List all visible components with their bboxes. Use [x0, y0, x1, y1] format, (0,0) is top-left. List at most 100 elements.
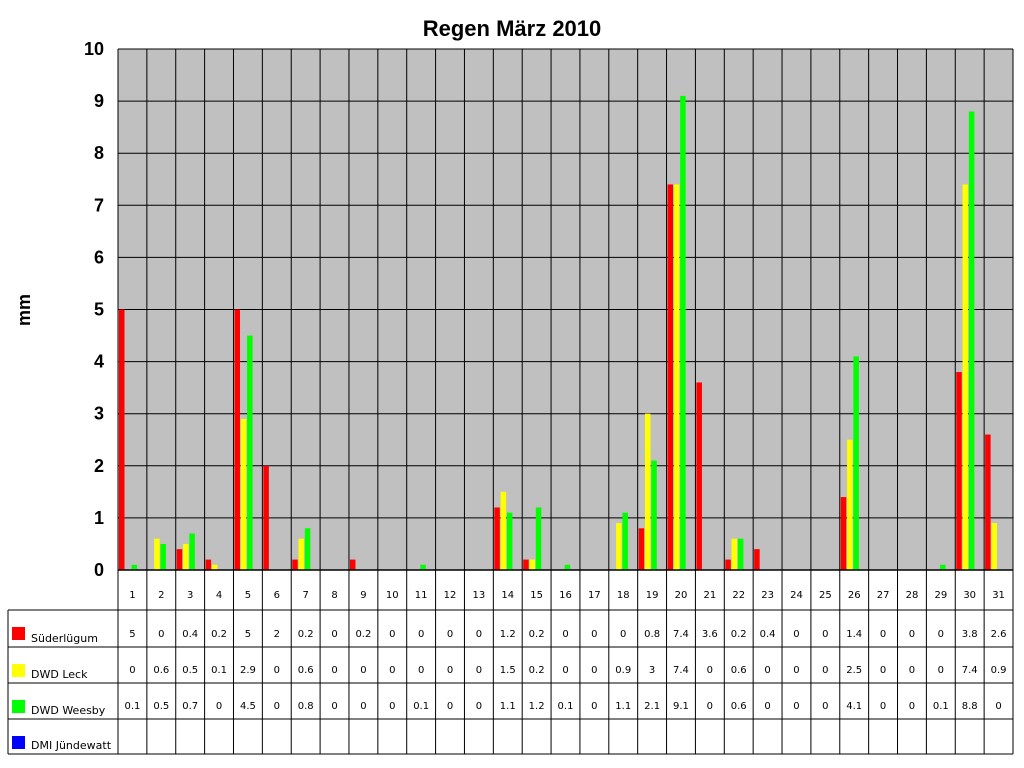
- legend-label: DWD Weesby: [31, 704, 106, 717]
- bar-s-derl-gum: [205, 559, 212, 570]
- bar-dwd-leck: [529, 559, 535, 570]
- table-cell: 7.4: [673, 629, 689, 640]
- table-cell: 0: [389, 701, 395, 712]
- bar-dwd-leck: [847, 439, 853, 570]
- bar-dwd-weesby: [189, 533, 195, 570]
- x-tick-label: 4: [216, 590, 222, 601]
- table-cell: 0: [389, 665, 395, 676]
- table-cell: 3: [649, 665, 655, 676]
- table-cell: 3.8: [962, 629, 978, 640]
- table-cell: 0: [707, 701, 713, 712]
- x-tick-label: 8: [331, 590, 337, 601]
- table-cell: 0.6: [298, 665, 314, 676]
- x-tick-label: 27: [877, 590, 890, 601]
- table-cell: 0.6: [731, 665, 747, 676]
- x-tick-label: 19: [646, 590, 659, 601]
- x-tick-label: 12: [444, 590, 457, 601]
- y-tick-label: 6: [94, 247, 104, 267]
- table-cell: 0: [909, 701, 915, 712]
- x-tick-label: 14: [501, 590, 514, 601]
- table-cell: 0.6: [153, 665, 169, 676]
- bar-s-derl-gum: [696, 382, 702, 570]
- table-cell: 0: [764, 665, 770, 676]
- y-tick-label: 4: [94, 352, 104, 372]
- table-cell: 3.6: [702, 629, 718, 640]
- x-tick-label: 31: [992, 590, 1005, 601]
- table-cell: 0: [591, 665, 597, 676]
- legend-swatch: [12, 664, 25, 677]
- bar-s-derl-gum: [754, 549, 760, 570]
- bar-dwd-weesby: [564, 564, 571, 570]
- x-tick-label: 18: [617, 590, 630, 601]
- y-axis-label: mm: [14, 294, 34, 326]
- x-tick-label: 6: [274, 590, 280, 601]
- table-cell: 1.1: [500, 701, 516, 712]
- table-cell: 2: [274, 629, 280, 640]
- x-tick-label: 2: [158, 590, 164, 601]
- table-cell: 0: [476, 701, 482, 712]
- table-cell: 0.2: [211, 629, 227, 640]
- bar-s-derl-gum: [667, 184, 674, 570]
- table-cell: 0.7: [182, 701, 198, 712]
- y-tick-label: 9: [94, 91, 104, 111]
- table-cell: 0: [938, 629, 944, 640]
- table-cell: 0: [562, 665, 568, 676]
- table-cell: 0: [591, 629, 597, 640]
- table-cell: 0.4: [760, 629, 776, 640]
- table-cell: 1.2: [500, 629, 516, 640]
- table-cell: 0: [822, 629, 828, 640]
- bar-dwd-weesby: [737, 538, 744, 570]
- table-cell: 0: [360, 665, 366, 676]
- table-cell: 0.2: [731, 629, 747, 640]
- y-tick-label: 10: [84, 39, 104, 59]
- table-cell: 0: [822, 701, 828, 712]
- table-cell: 0: [995, 701, 1001, 712]
- bar-dwd-leck: [183, 543, 189, 570]
- legend-swatch: [12, 700, 25, 713]
- x-tick-label: 5: [245, 590, 251, 601]
- bar-s-derl-gum: [523, 559, 529, 570]
- x-tick-label: 11: [415, 590, 428, 601]
- table-cell: 2.6: [991, 629, 1007, 640]
- bar-dwd-leck: [962, 184, 969, 570]
- bar-dwd-weesby: [420, 564, 426, 570]
- x-tick-label: 17: [588, 590, 601, 601]
- bar-s-derl-gum: [985, 434, 991, 570]
- bar-s-derl-gum: [176, 549, 183, 570]
- table-cell: 0: [389, 629, 395, 640]
- bar-s-derl-gum: [119, 309, 125, 570]
- table-cell: 2.9: [240, 665, 256, 676]
- table-cell: 0: [562, 629, 568, 640]
- bar-s-derl-gum: [263, 465, 269, 570]
- x-tick-label: 9: [360, 590, 366, 601]
- bar-dwd-weesby: [304, 528, 311, 570]
- legend-label: DMI Jündewatt: [31, 739, 112, 752]
- x-tick-label: 21: [703, 590, 716, 601]
- table-cell: 0: [331, 629, 337, 640]
- table-cell: 0: [620, 629, 626, 640]
- y-tick-label: 5: [94, 300, 104, 320]
- table-cell: 0.8: [298, 701, 314, 712]
- bar-dwd-leck: [644, 413, 651, 570]
- table-cell: 0: [793, 701, 799, 712]
- table-cell: 8.8: [962, 701, 978, 712]
- table-cell: 2.5: [846, 665, 862, 676]
- table-cell: 1.5: [500, 665, 516, 676]
- legend-swatch: [12, 627, 25, 640]
- y-tick-label: 2: [94, 456, 104, 476]
- table-cell: 0: [418, 665, 424, 676]
- table-cell: 0: [331, 665, 337, 676]
- table-cell: 0: [331, 701, 337, 712]
- table-cell: 0: [216, 701, 222, 712]
- bar-dwd-leck: [298, 538, 305, 570]
- bar-dwd-leck: [731, 538, 738, 570]
- table-cell: 4.5: [240, 701, 256, 712]
- table-cell: 0.6: [731, 701, 747, 712]
- table-cell: 0: [793, 629, 799, 640]
- x-tick-label: 1: [129, 590, 135, 601]
- bar-dwd-weesby: [968, 111, 975, 571]
- table-cell: 1.4: [846, 629, 862, 640]
- table-cell: 0.9: [991, 665, 1007, 676]
- table-cell: 0: [938, 665, 944, 676]
- table-cell: 0.2: [529, 665, 545, 676]
